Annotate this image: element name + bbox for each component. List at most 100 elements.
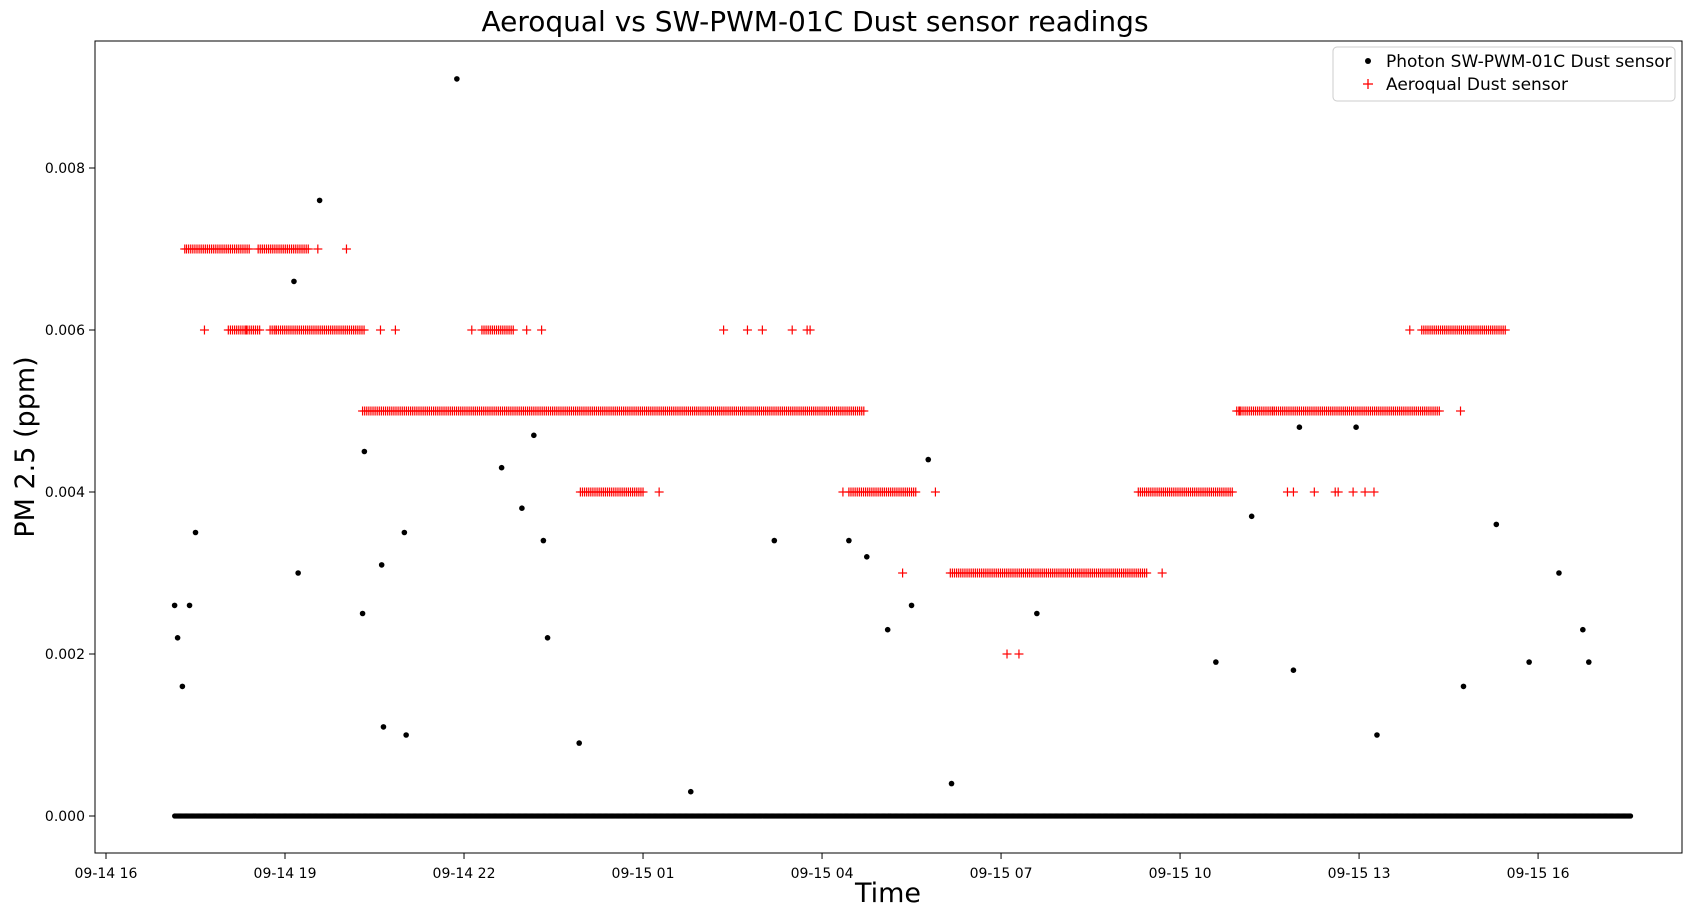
aeroqual-point xyxy=(1235,406,1245,416)
plot-frame xyxy=(94,40,1683,854)
x-axis-label: Time xyxy=(854,878,921,909)
y-tick-label: 0.000 xyxy=(45,809,85,825)
y-axis-label: PM 2.5 (ppm) xyxy=(10,356,41,537)
aeroqual-point xyxy=(255,325,265,335)
photon-point xyxy=(925,456,932,463)
aeroqual-point xyxy=(638,487,648,497)
photon-point xyxy=(186,602,193,609)
x-tick-label: 09-15 13 xyxy=(1328,866,1391,882)
aeroqual-point xyxy=(1360,487,1370,497)
aeroqual-point xyxy=(757,325,767,335)
aeroqual-point xyxy=(508,325,518,335)
aeroqual-point xyxy=(1227,487,1237,497)
aeroqual-point xyxy=(1348,487,1358,497)
photon-point xyxy=(771,537,778,544)
photon-point xyxy=(544,635,551,641)
aeroqual-point xyxy=(359,325,369,335)
photon-point xyxy=(1290,667,1297,673)
aeroqual-point xyxy=(244,244,254,254)
photon-point xyxy=(1556,570,1562,576)
photon-point xyxy=(295,570,301,576)
photon-point xyxy=(316,197,323,204)
x-tick-label: 09-15 10 xyxy=(1149,866,1212,882)
photon-point xyxy=(863,554,870,560)
legend-entry-photon: Photon SW-PWM-01C Dust sensor xyxy=(1386,52,1672,72)
aeroqual-point xyxy=(1014,649,1024,659)
y-tick-label: 0.006 xyxy=(45,323,85,339)
photon-point xyxy=(1296,424,1303,431)
aeroqual-point xyxy=(742,325,752,335)
photon-point xyxy=(1374,732,1380,738)
aeroqual-point xyxy=(303,244,313,254)
legend-box xyxy=(1332,46,1676,102)
aeroqual-point xyxy=(199,325,209,335)
legend-entry-aeroqual: Aeroqual Dust sensor xyxy=(1386,75,1568,95)
photon-point xyxy=(378,562,385,568)
photon-point xyxy=(540,537,547,544)
aeroqual-point xyxy=(522,325,532,335)
x-tick-label: 09-15 04 xyxy=(791,866,854,882)
aeroqual-point xyxy=(805,325,815,335)
photon-point xyxy=(1627,813,1634,819)
aeroqual-point xyxy=(911,487,921,497)
photon-point xyxy=(291,278,297,285)
photon-point xyxy=(401,529,408,536)
photon-point xyxy=(1585,659,1592,665)
aeroqual-point xyxy=(375,325,385,335)
photon-point xyxy=(884,626,891,633)
photon-series xyxy=(171,76,1634,819)
series-layer xyxy=(171,76,1634,819)
aeroqual-point xyxy=(537,325,547,335)
photon-point xyxy=(1213,659,1219,665)
y-tick-label: 0.002 xyxy=(45,647,85,663)
aeroqual-point xyxy=(1434,406,1444,416)
aeroqual-point xyxy=(1405,325,1415,335)
aeroqual-point xyxy=(1268,406,1278,416)
x-tick-label: 09-15 16 xyxy=(1507,866,1570,882)
x-tick-label: 09-14 19 xyxy=(254,866,317,882)
photon-point xyxy=(1353,424,1359,431)
photon-point xyxy=(846,537,852,544)
aeroqual-point xyxy=(1288,487,1298,497)
photon-point xyxy=(454,76,460,82)
photon-point xyxy=(1248,513,1255,520)
aeroqual-point xyxy=(719,325,729,335)
aeroqual-point xyxy=(180,244,190,254)
photon-point xyxy=(948,780,955,787)
photon-point xyxy=(380,724,387,730)
photon-point xyxy=(1526,659,1532,665)
y-tick-label: 0.008 xyxy=(45,161,85,177)
aeroqual-point xyxy=(271,325,281,335)
photon-point xyxy=(174,635,181,641)
x-tick-label: 09-14 22 xyxy=(433,866,496,882)
legend-plus-marker xyxy=(1363,79,1373,89)
photon-point xyxy=(171,602,178,609)
photon-point xyxy=(498,464,505,471)
x-axis-ticks: 09-14 16 09-14 19 09-14 22 09-15 01 09-15 04… xyxy=(75,853,1570,882)
photon-point xyxy=(687,788,694,795)
legend-dot-marker xyxy=(1365,58,1371,64)
aeroqual-point xyxy=(838,487,848,497)
photon-point xyxy=(1493,521,1500,528)
y-tick-label: 0.004 xyxy=(45,485,85,501)
aeroqual-point xyxy=(787,325,797,335)
photon-point xyxy=(576,740,582,746)
aeroqual-point xyxy=(859,406,869,416)
x-tick-label: 09-15 07 xyxy=(970,866,1033,882)
photon-point xyxy=(1034,610,1040,617)
aeroqual-point xyxy=(1002,649,1012,659)
photon-point xyxy=(192,529,199,536)
photon-point xyxy=(519,505,525,512)
aeroqual-point xyxy=(390,325,400,335)
aeroqual-point xyxy=(898,568,908,578)
aeroqual-point xyxy=(1157,568,1167,578)
photon-point xyxy=(359,610,366,617)
legend: Photon SW-PWM-01C Dust sensor Aeroqual D… xyxy=(1332,46,1676,102)
aeroqual-point xyxy=(654,487,664,497)
aeroqual-point xyxy=(1456,406,1466,416)
aeroqual-point xyxy=(241,325,251,335)
x-tick-label: 09-14 16 xyxy=(75,866,138,882)
chart-title: Aeroqual vs SW-PWM-01C Dust sensor readi… xyxy=(481,5,1148,38)
aeroqual-point xyxy=(1500,325,1510,335)
